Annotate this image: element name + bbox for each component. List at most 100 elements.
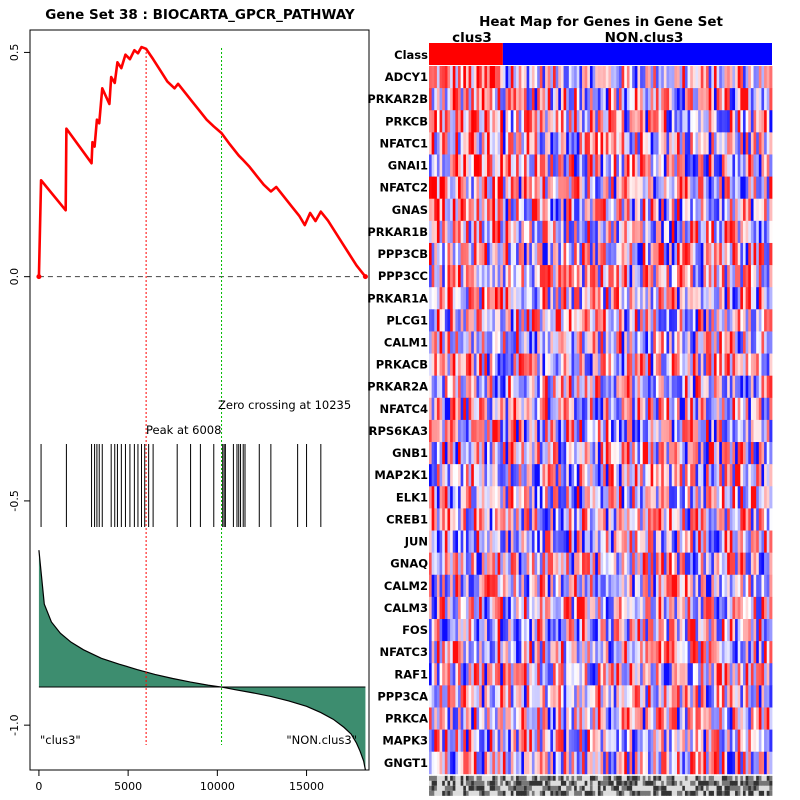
heatmap-cell — [576, 242, 580, 266]
heatmap-cell — [661, 353, 665, 377]
heatmap-cell — [698, 242, 702, 266]
heatmap-cell — [708, 685, 712, 708]
heatmap-cell — [766, 663, 770, 686]
sample-label-strip — [518, 790, 522, 796]
heatmap-cell — [579, 375, 583, 399]
heatmap-cell — [769, 464, 773, 487]
heatmap-cell — [518, 707, 522, 730]
heatmap-cell — [481, 552, 485, 576]
heatmap-cell — [690, 309, 694, 332]
heatmap-cell — [587, 508, 591, 531]
heatmap-cell — [642, 552, 646, 576]
heatmap-cell — [447, 220, 451, 244]
heatmap-cell — [597, 486, 601, 509]
sample-label-strip — [597, 790, 601, 796]
heatmap-cell — [452, 619, 456, 642]
heatmap-cell — [724, 132, 728, 155]
sample-label-strip — [494, 780, 498, 786]
heatmap-cell — [576, 619, 580, 642]
heatmap-cell — [632, 88, 636, 111]
heatmap-cell — [442, 353, 446, 377]
heatmap-cell — [434, 309, 438, 332]
heatmap-cell — [529, 596, 533, 620]
heatmap-cell — [526, 375, 530, 399]
heatmap-cell — [618, 220, 623, 244]
heatmap-cell — [465, 729, 469, 753]
heatmap-cell — [452, 486, 456, 509]
heatmap-cell — [632, 176, 636, 200]
heatmap-cell — [550, 508, 554, 531]
heatmap-cell — [626, 66, 630, 89]
sample-label-strip — [487, 785, 491, 791]
heatmap-cell — [458, 663, 462, 686]
heatmap-cell — [494, 619, 498, 642]
heatmap-cell — [531, 353, 535, 377]
heatmap-cell — [703, 552, 707, 576]
heatmap-cell — [442, 729, 446, 753]
heatmap-cell — [632, 486, 636, 509]
heatmap-cell — [476, 331, 480, 354]
heatmap-cell — [690, 729, 694, 753]
heatmap-cell — [692, 486, 696, 509]
heatmap-cell — [542, 132, 546, 155]
heatmap-cell — [494, 66, 498, 89]
heatmap-cell — [597, 707, 601, 730]
heatmap-cell — [576, 353, 580, 377]
heatmap-cell — [642, 419, 646, 443]
heatmap-cell — [497, 442, 501, 465]
heatmap-cell — [748, 88, 752, 111]
heatmap-cell — [748, 464, 752, 487]
heatmap-cell — [666, 641, 670, 664]
heatmap-cell — [500, 66, 504, 89]
heatmap-cell — [574, 530, 578, 554]
heatmap-cell — [684, 596, 688, 620]
heatmap-cell — [542, 596, 546, 620]
heatmap-cell — [529, 619, 533, 642]
sample-label-strip — [500, 775, 504, 781]
heatmap-cell — [518, 220, 522, 244]
heatmap-cell — [637, 176, 641, 200]
heatmap-cell — [719, 220, 723, 244]
sample-label-strip — [518, 780, 522, 786]
heatmap-cell — [458, 530, 462, 554]
heatmap-cell — [756, 729, 760, 753]
heatmap-cell — [711, 552, 715, 576]
heatmap-cell — [650, 486, 654, 509]
heatmap-cell — [637, 685, 641, 708]
heatmap-cell — [484, 220, 488, 244]
heatmap-cell — [592, 242, 596, 266]
sample-label-strip — [452, 785, 456, 791]
heatmap-cell — [698, 486, 702, 509]
gene-label: PRKAR2B — [367, 92, 428, 106]
heatmap-cell — [558, 685, 562, 708]
heatmap-cell — [661, 442, 665, 465]
heatmap-cell — [745, 464, 749, 487]
heatmap-cell — [436, 88, 440, 111]
heatmap-cell — [450, 154, 454, 177]
heatmap-cell — [695, 242, 699, 266]
zero-crossing-label: Zero crossing at 10235 — [218, 398, 351, 412]
heatmap-cell — [629, 397, 633, 421]
heatmap-cell — [492, 707, 496, 730]
heatmap-cell — [621, 353, 625, 377]
heatmap-cell — [460, 154, 464, 177]
heatmap-cell — [737, 574, 741, 598]
heatmap-cell — [510, 154, 514, 177]
heatmap-cell — [534, 331, 538, 354]
sample-label-strip — [582, 780, 586, 786]
sample-label-strip — [737, 790, 741, 796]
gene-label: PRKAR1A — [367, 291, 428, 305]
heatmap-cell — [539, 154, 543, 177]
heatmap-cell — [518, 265, 522, 288]
heatmap-cell — [706, 154, 710, 177]
heatmap-cell — [737, 663, 741, 686]
heatmap-cell — [537, 375, 541, 399]
heatmap-cell — [452, 66, 456, 89]
heatmap-cell — [576, 331, 580, 354]
heatmap-cell — [637, 619, 641, 642]
heatmap-cell — [502, 552, 506, 576]
heatmap-cell — [666, 419, 670, 443]
sample-label-strip — [574, 785, 578, 791]
heatmap-cell — [642, 685, 646, 708]
heatmap-cell — [550, 464, 554, 487]
